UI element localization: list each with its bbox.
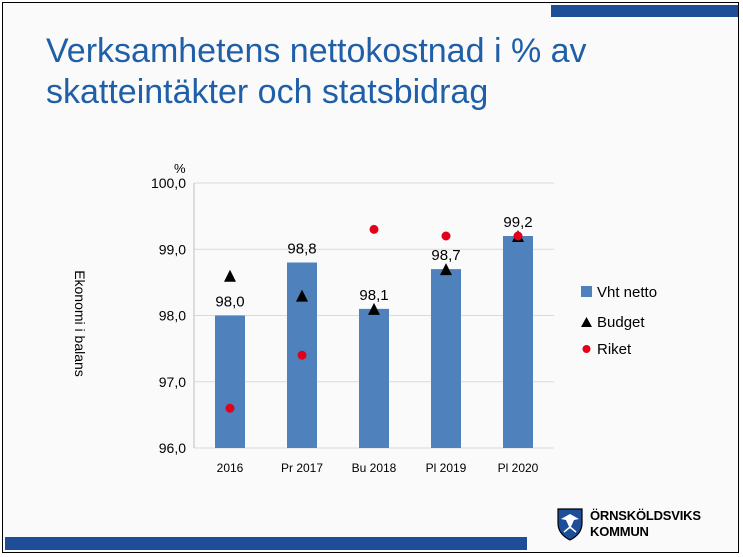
bar: [359, 308, 389, 448]
legend: Vht netto Budget Riket: [581, 284, 657, 358]
logo-wordmark: ÖRNSKÖLDSVIKS KOMMUN: [590, 508, 701, 540]
municipality-logo: ÖRNSKÖLDSVIKS KOMMUN: [556, 507, 706, 547]
x-tick-label: Pl 2019: [426, 461, 467, 475]
bar-value-label: 98,8: [287, 241, 316, 258]
bars: [215, 236, 533, 448]
budget-marker: [440, 263, 452, 276]
x-tick-label: 2016: [217, 461, 244, 475]
logo-line-1: ÖRNSKÖLDSVIKS: [590, 508, 701, 523]
bar-value-label: 99,2: [503, 214, 532, 231]
y-tick-label: 98,0: [159, 308, 186, 324]
top-accent-bar: [551, 5, 738, 17]
slide-title: Verksamhetens nettokostnad i % av skatte…: [46, 31, 587, 113]
markers: [224, 224, 524, 413]
riket-marker: [225, 403, 235, 413]
riket-marker: [441, 231, 451, 241]
x-tick-label: Pl 2020: [498, 461, 539, 475]
legend-label-riket: Riket: [597, 341, 632, 358]
logo-line-2: KOMMUN: [590, 524, 649, 539]
y-axis-title: Ekonomi i balans: [72, 270, 88, 377]
y-tick-label: 100,0: [151, 175, 186, 191]
riket-marker: [297, 350, 307, 360]
x-tick-label: Bu 2018: [352, 461, 397, 475]
bottom-accent-bar: [5, 537, 527, 550]
budget-marker: [368, 302, 380, 315]
riket-marker: [513, 231, 523, 241]
bar-value-label: 98,1: [359, 287, 388, 304]
bar-value-label: 98,7: [431, 247, 460, 264]
x-tick-label: Pr 2017: [281, 461, 323, 475]
title-line-2: skatteintäkter och statsbidrag: [46, 73, 489, 111]
coat-of-arms-icon: [557, 508, 583, 541]
legend-swatch-budget: [581, 317, 592, 327]
net-cost-chart: 96,0 97,0 98,0 99,0 100,0% Ekonomi i balans 20…: [72, 161, 657, 475]
bar-value-label: 98,0: [215, 294, 244, 311]
bar: [431, 269, 461, 448]
y-tick-label: 97,0: [159, 374, 186, 390]
legend-swatch-riket: [582, 345, 591, 353]
y-unit-label: %: [174, 161, 186, 176]
budget-marker: [224, 269, 236, 282]
riket-marker: [369, 224, 379, 234]
bar: [503, 236, 533, 448]
legend-label-vht-netto: Vht netto: [597, 284, 657, 301]
title-line-1: Verksamhetens nettokostnad i % av: [46, 32, 587, 70]
labels: 96,0 97,0 98,0 99,0 100,0% Ekonomi i balans 20…: [72, 161, 539, 475]
legend-label-budget: Budget: [597, 314, 645, 331]
y-tick-label: 99,0: [159, 241, 186, 257]
y-tick-label: 96,0: [159, 440, 186, 456]
legend-swatch-vht-netto: [581, 286, 592, 297]
bar: [215, 315, 245, 448]
budget-marker: [296, 289, 308, 302]
